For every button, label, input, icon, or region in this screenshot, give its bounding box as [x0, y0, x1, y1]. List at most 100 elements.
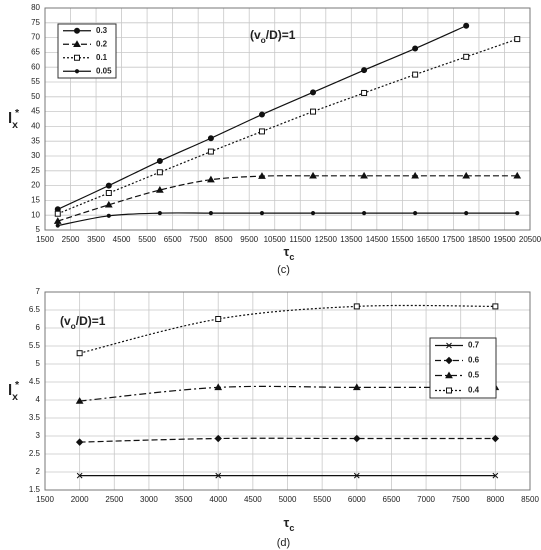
y-axis-label-main: l: [8, 382, 12, 399]
annotation-main: (v: [250, 28, 261, 42]
x-axis-label: τc: [284, 515, 295, 533]
legend-label: 0.1: [96, 53, 108, 62]
y-axis-label-sup: *: [15, 107, 20, 119]
marker: [353, 434, 361, 443]
marker: [462, 171, 471, 179]
x-tick-label: 10500: [264, 235, 287, 244]
marker: [207, 175, 215, 183]
marker: [361, 67, 368, 74]
marker: [411, 171, 419, 179]
legend-marker: [73, 40, 81, 47]
y-tick-label: 5: [36, 359, 41, 368]
y-axis-label: lx*: [8, 379, 20, 403]
legend-label: 0.6: [468, 356, 480, 365]
marker: [76, 350, 83, 357]
marker: [361, 211, 367, 216]
marker: [513, 171, 522, 179]
marker: [76, 472, 83, 479]
x-axis-label: τc: [284, 244, 295, 262]
x-tick-label: 2500: [105, 495, 123, 504]
x-tick-label: 2000: [71, 495, 89, 504]
legend-marker: [445, 371, 453, 379]
annotation-main: (v: [60, 314, 71, 328]
y-tick-label: 45: [31, 107, 40, 116]
annotation-rest: /D)=1: [76, 314, 106, 328]
x-tick-label: 19500: [493, 235, 516, 244]
legend-marker: [445, 356, 453, 365]
y-tick-label: 6.5: [29, 305, 41, 314]
marker: [310, 89, 317, 96]
y-tick-label: 3: [36, 431, 41, 440]
x-tick-label: 7500: [189, 235, 207, 244]
annotation-sub: o: [71, 321, 76, 331]
legend-marker: [446, 387, 452, 394]
y-axis-label-sub: x: [12, 119, 18, 131]
marker: [156, 158, 163, 165]
x-tick-label: 4500: [113, 235, 131, 244]
marker: [413, 211, 418, 216]
marker: [104, 200, 113, 208]
marker: [491, 434, 500, 443]
marker: [215, 316, 222, 322]
x-tick-label: 3500: [175, 495, 193, 504]
marker: [215, 472, 222, 479]
x-tick-label: 8500: [521, 495, 539, 504]
y-tick-label: 65: [31, 48, 40, 57]
marker: [259, 211, 265, 216]
marker: [463, 53, 470, 60]
series-line: [79, 437, 496, 443]
y-tick-label: 70: [31, 33, 40, 42]
x-tick-label: 1500: [36, 495, 54, 504]
x-tick-label: 3500: [87, 235, 105, 244]
x-tick-label: 16500: [417, 235, 440, 244]
y-tick-label: 55: [31, 77, 40, 86]
y-axis-label-sup: *: [15, 379, 20, 391]
x-tick-label: 15500: [391, 235, 414, 244]
x-tick-label: 7500: [452, 495, 470, 504]
marker: [258, 111, 265, 118]
caption: (d): [277, 537, 290, 549]
series-line: [57, 212, 518, 227]
marker: [157, 211, 162, 216]
marker: [75, 438, 84, 446]
legend-label: 0.4: [468, 386, 480, 395]
x-axis-label-sub: c: [289, 523, 294, 533]
marker: [214, 434, 222, 443]
marker: [361, 89, 368, 96]
y-tick-label: 35: [31, 136, 40, 145]
marker: [55, 223, 60, 228]
marker: [207, 148, 214, 155]
marker: [463, 22, 470, 29]
marker: [105, 190, 112, 196]
y-tick-label: 1.5: [29, 485, 41, 494]
plot-frame: [44, 7, 531, 231]
x-tick-label: 5500: [138, 235, 156, 244]
x-tick-label: 9500: [240, 235, 258, 244]
y-tick-label: 40: [31, 122, 40, 131]
marker: [309, 171, 317, 179]
marker: [353, 303, 360, 310]
y-tick-label: 30: [31, 151, 40, 160]
marker: [53, 217, 62, 224]
marker: [492, 472, 499, 479]
marker: [258, 128, 265, 135]
marker: [412, 71, 419, 78]
marker: [156, 186, 164, 193]
marker: [156, 169, 163, 176]
marker: [310, 108, 317, 115]
y-tick-label: 2.5: [29, 449, 41, 458]
y-tick-label: 3.5: [29, 413, 41, 422]
y-tick-label: 50: [31, 92, 40, 101]
y-tick-label: 2: [36, 467, 41, 476]
annotation: (vo/D)=1: [60, 314, 106, 331]
y-tick-label: 75: [31, 18, 40, 27]
legend-label: 0.05: [96, 66, 112, 75]
y-axis-label-main: l: [8, 110, 12, 127]
y-tick-label: 7: [36, 287, 41, 296]
marker: [105, 182, 112, 189]
y-tick-label: 80: [31, 3, 40, 12]
y-tick-label: 6: [36, 323, 41, 332]
legend-label: 0.3: [96, 26, 108, 35]
marker: [353, 472, 360, 479]
